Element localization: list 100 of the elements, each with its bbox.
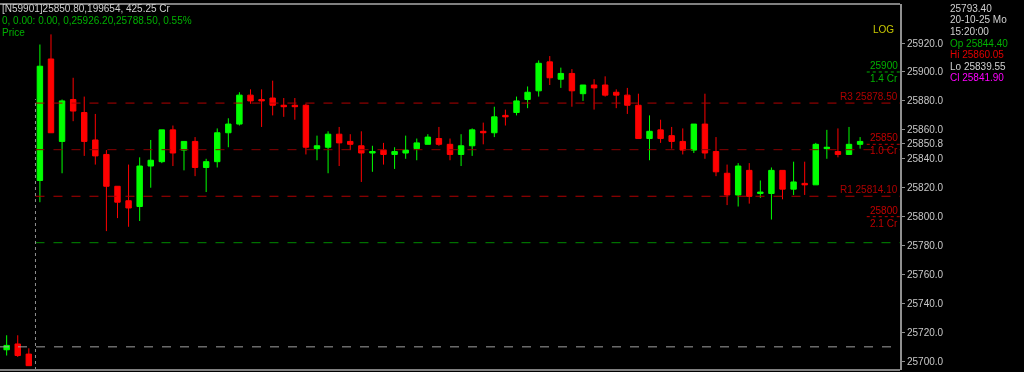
candlestick: [624, 87, 631, 115]
candlestick: [214, 127, 221, 168]
text: Hi 25860.05: [950, 49, 1005, 60]
y-tick-label: 25740.0: [907, 297, 944, 309]
candlestick: [280, 97, 287, 118]
candlestick: [535, 59, 542, 98]
text: Lo 25839.55: [950, 61, 1007, 72]
candlestick: [546, 55, 553, 86]
candlestick: [524, 85, 531, 109]
candlestick: [734, 162, 742, 208]
candlestick: [324, 130, 332, 174]
candlestick: [81, 96, 88, 157]
candlestick: [47, 33, 55, 134]
candlestick: [723, 164, 731, 206]
candlestick: [180, 140, 188, 171]
candlestick: [768, 166, 775, 221]
candlestick: [757, 179, 764, 199]
y-tick-label: 25760.0: [907, 269, 944, 281]
y-tick-label: 25800.0: [907, 211, 944, 223]
ref-line-label: 25850: [870, 132, 899, 143]
y-tick-label: 25880.0: [907, 95, 944, 107]
candlestick: [92, 113, 99, 166]
candlestick: [125, 164, 132, 228]
y-tick-label: 25840.0: [907, 153, 944, 165]
chart-title: [N59901]25850.80,199654, 425.25 Cr: [2, 3, 171, 14]
candlestick: [191, 136, 199, 177]
candlestick: [424, 133, 432, 145]
candlestick: [468, 127, 476, 157]
candlestick: [502, 109, 509, 127]
candlestick: [801, 161, 808, 196]
candlestick: [457, 133, 465, 167]
text: 0, 0.00: 0.00, 0,25926.20,25788.50, 0.55%: [2, 15, 192, 26]
candlestick: [635, 93, 642, 140]
candlestick: [746, 162, 753, 205]
candlestick: [613, 88, 620, 109]
y-tick-label: 25860.0: [907, 124, 944, 136]
candlestick: [136, 156, 143, 222]
candlestick: [347, 133, 354, 151]
candlestick: [856, 136, 864, 150]
candlestick: [103, 149, 110, 232]
text: LOG: [873, 24, 895, 35]
candlestick: [14, 334, 21, 358]
y-tick-label: 25720.0: [907, 326, 944, 338]
annotation: 1.0 Cr: [870, 145, 898, 156]
candlestick: [402, 135, 409, 160]
annotation: 1.4 Cr: [870, 73, 898, 84]
candlestick: [36, 44, 44, 203]
candlestick: [335, 126, 343, 167]
y-tick-label: 25900.0: [907, 66, 944, 78]
candlestick: [58, 98, 66, 174]
candlestick: [258, 88, 265, 128]
candlestick: [236, 91, 243, 127]
candlestick: [369, 145, 376, 173]
text: Cl 25841.90: [950, 72, 1005, 83]
candlestick: [158, 129, 166, 164]
candlestick: [247, 88, 254, 105]
y-axis-title: Price: [2, 27, 26, 38]
ref-line-label: R1 25814.10: [840, 184, 898, 195]
candlestick: [701, 93, 709, 160]
y-tick-label: 25780.0: [907, 240, 944, 252]
candlestick: [590, 78, 598, 111]
candlestick: [480, 122, 487, 145]
candlestick: [225, 117, 232, 148]
candlestick: [202, 158, 210, 193]
candlestick: [380, 142, 387, 166]
candlestick: [391, 146, 398, 170]
candlestick: [779, 169, 786, 200]
candlestick: [790, 161, 797, 196]
candlestick: [413, 138, 420, 161]
candlestick: [657, 119, 664, 144]
candlestick: [169, 125, 177, 167]
ref-line-label: 25900: [870, 60, 899, 71]
candlestick: [491, 106, 498, 138]
candlestick: [147, 139, 154, 189]
y-tick-label: 25920.0: [907, 37, 944, 49]
candlestick: [601, 75, 609, 98]
text: 20-10-25 Mo: [950, 14, 1008, 25]
candlestick: [668, 126, 675, 150]
candlestick: [823, 129, 831, 160]
y-tick-label: 25820.0: [907, 182, 944, 194]
candlestick: [579, 84, 587, 102]
candlestick: [845, 126, 853, 155]
candlestick: [712, 136, 720, 177]
candlestick: [25, 347, 33, 367]
text: Op 25844.40: [950, 38, 1009, 49]
candlestick: [557, 67, 565, 89]
candlestick: [435, 126, 443, 147]
candlestick: [812, 142, 819, 186]
candlestick: [302, 103, 310, 155]
candlestick: [568, 68, 576, 108]
candlestick: [646, 114, 653, 161]
candlestick: [114, 185, 121, 219]
candlestick: [69, 77, 77, 122]
ref-line-label: R3 25878.50: [840, 91, 898, 102]
annotation: 2.1 Cr: [870, 218, 898, 229]
candlestick: [834, 127, 842, 158]
candlestick: [313, 135, 321, 161]
candlestick: [358, 130, 365, 183]
text: 15:20:00: [950, 26, 990, 37]
candlestick: [291, 97, 299, 121]
